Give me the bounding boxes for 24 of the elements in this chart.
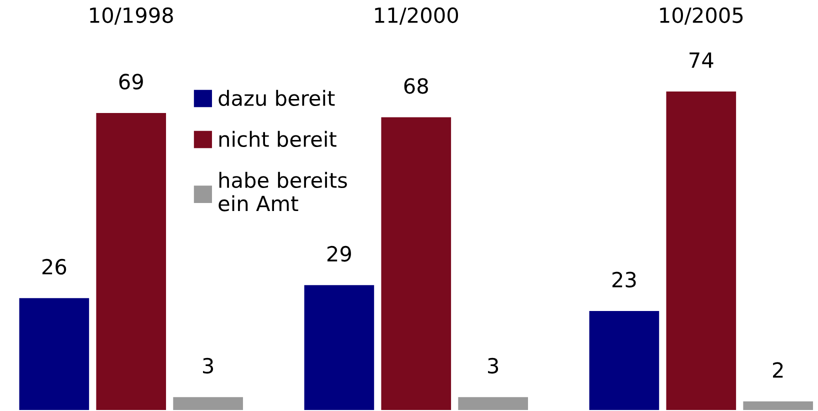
x-tick-label: 10/1998: [90, 7, 173, 25]
bar: [743, 401, 814, 410]
bar: [19, 298, 90, 410]
data-label: 29: [327, 246, 351, 262]
data-label: 74: [690, 52, 714, 68]
data-label: 26: [42, 258, 66, 275]
x-tick-label: 10/2005: [660, 7, 743, 25]
legend-label: habe bereits ein Amt: [218, 172, 347, 212]
legend-label: nicht bereit: [219, 130, 336, 148]
bar: [458, 397, 528, 410]
legend-label: dazu bereit: [218, 90, 335, 106]
data-label: 3: [203, 358, 214, 374]
data-label: 3: [488, 358, 498, 374]
data-label: 69: [119, 74, 143, 90]
bar: [96, 113, 166, 410]
data-label: 68: [404, 78, 428, 94]
x-tick-label: 11/2000: [375, 7, 458, 25]
bar: [666, 91, 736, 410]
data-label: 2: [772, 362, 783, 378]
bar: [304, 285, 374, 410]
bar: [381, 117, 452, 410]
bar: [589, 311, 660, 410]
data-label: 23: [612, 272, 636, 288]
bar: [173, 397, 243, 410]
